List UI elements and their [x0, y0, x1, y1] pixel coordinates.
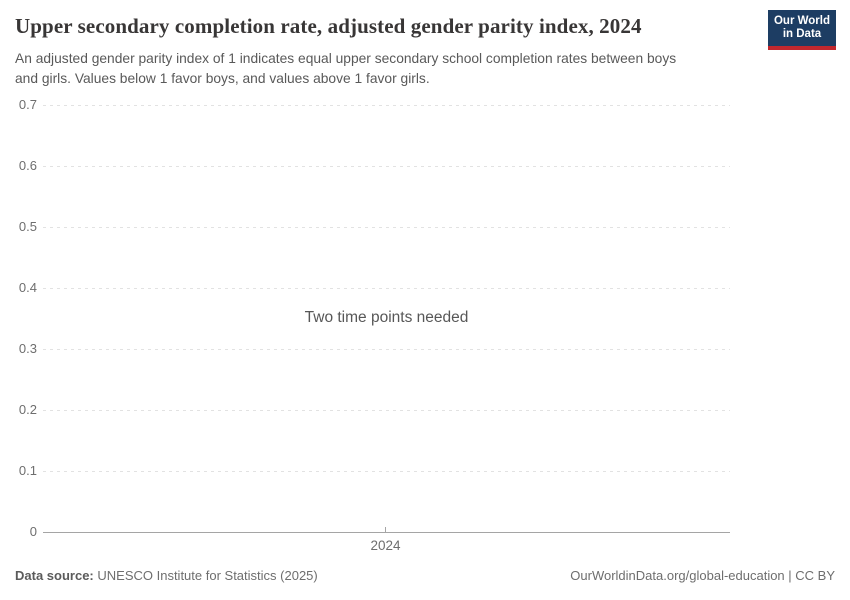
- y-axis-tick-label: 0: [29, 524, 37, 540]
- gridline: [43, 105, 730, 106]
- y-axis-tick-label: 0.1: [18, 463, 37, 479]
- y-axis-tick-label: 0.7: [18, 97, 37, 113]
- chart-title: Upper secondary completion rate, adjuste…: [15, 14, 642, 38]
- data-source-label: Data source:: [15, 568, 94, 583]
- chart-subtitle: An adjusted gender parity index of 1 ind…: [15, 51, 677, 87]
- x-axis-tick: [385, 527, 386, 532]
- gridline: [43, 471, 730, 472]
- data-source-value: UNESCO Institute for Statistics (2025): [97, 568, 318, 583]
- empty-state-message: Two time points needed: [304, 309, 469, 326]
- owid-logo-line1: Our World: [773, 14, 830, 27]
- y-axis-tick-label: 0.6: [18, 158, 37, 174]
- y-axis-tick-label: 0.3: [18, 341, 37, 357]
- gridline: [43, 288, 730, 289]
- x-axis-line: [43, 532, 730, 533]
- y-axis-tick-label: 0.5: [18, 219, 37, 235]
- credit-link[interactable]: OurWorldinData.org/global-education | CC…: [570, 568, 835, 583]
- y-axis-tick-label: 0.4: [18, 280, 37, 296]
- owid-logo[interactable]: Our World in Data: [768, 10, 836, 50]
- chart-footer: Data source: UNESCO Institute for Statis…: [15, 568, 835, 583]
- gridline: [43, 166, 730, 167]
- gridline: [43, 349, 730, 350]
- data-source: Data source: UNESCO Institute for Statis…: [15, 568, 318, 583]
- gridline: [43, 227, 730, 228]
- gridline: [43, 410, 730, 411]
- y-axis-tick-label: 0.2: [18, 402, 37, 418]
- owid-logo-line2: in Data: [782, 28, 822, 40]
- x-axis-tick-label: 2024: [370, 538, 401, 553]
